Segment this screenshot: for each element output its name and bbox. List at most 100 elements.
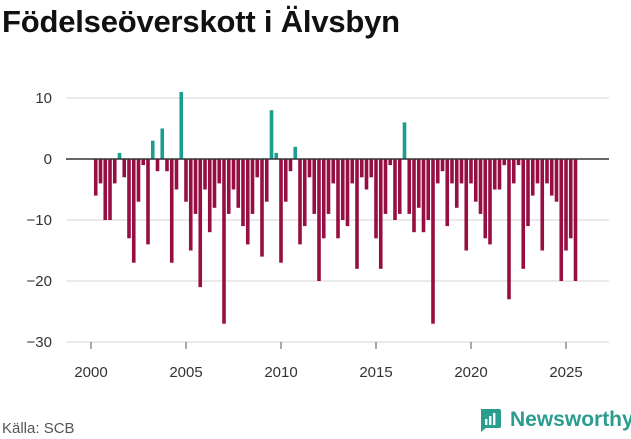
bar — [255, 159, 260, 178]
bar-chart: 10 0 −10 −20 −30 2000 2005 2010 2015 2020 2025 — [27, 90, 609, 381]
bar — [397, 159, 402, 214]
x-tick-label: 2025 — [549, 364, 582, 381]
bar — [402, 122, 407, 159]
bar — [155, 159, 160, 172]
bar — [165, 159, 169, 172]
bar — [507, 159, 511, 300]
bar — [568, 159, 573, 239]
chart-title: Födelseöverskott i Älvsbyn — [2, 4, 400, 39]
bar — [312, 159, 317, 214]
brand-name: Newsworthy — [510, 408, 631, 431]
bar — [179, 91, 184, 159]
bar — [426, 159, 431, 220]
bars — [93, 91, 578, 324]
bar — [127, 159, 131, 239]
bar — [236, 159, 241, 208]
bar — [136, 159, 141, 202]
bar — [103, 159, 108, 220]
x-axis: 2000 2005 2010 2015 2020 2025 — [74, 342, 583, 381]
bar — [336, 159, 340, 239]
bar — [369, 159, 374, 178]
y-tick-label: −30 — [27, 334, 52, 351]
bar — [264, 159, 269, 202]
x-tick-label: 2015 — [359, 364, 392, 381]
bar — [383, 159, 388, 214]
bar — [260, 159, 264, 257]
bar — [340, 159, 345, 220]
bar — [241, 159, 245, 227]
bar — [440, 159, 445, 172]
bar — [540, 159, 545, 251]
bar — [535, 159, 540, 184]
bar — [231, 159, 236, 190]
bar — [511, 159, 516, 184]
bar — [407, 159, 412, 214]
newsworthy-logo[interactable]: Newsworthy — [477, 407, 631, 433]
bar — [464, 159, 469, 251]
bar — [212, 159, 217, 208]
bar — [122, 159, 127, 178]
bar — [459, 159, 464, 184]
bar — [160, 128, 165, 159]
bar — [530, 159, 535, 196]
bar — [473, 159, 478, 202]
bar — [388, 159, 393, 166]
bar — [497, 159, 502, 190]
y-tick-label: −20 — [27, 273, 52, 290]
bar — [521, 159, 526, 269]
newsworthy-icon — [481, 409, 501, 432]
bar — [393, 159, 397, 220]
bar — [283, 159, 288, 202]
bar — [321, 159, 326, 239]
bar — [131, 159, 136, 263]
bar — [431, 159, 435, 324]
bar — [412, 159, 416, 233]
bar — [288, 159, 293, 172]
bar — [331, 159, 336, 184]
bar — [198, 159, 203, 288]
bar — [374, 159, 378, 239]
bar — [226, 159, 231, 214]
bar — [359, 159, 364, 178]
bar — [350, 159, 355, 184]
bar — [279, 159, 283, 263]
bar — [217, 159, 222, 184]
bar — [454, 159, 459, 208]
bar — [549, 159, 554, 196]
bar — [326, 159, 331, 214]
bar — [269, 110, 274, 159]
x-tick-label: 2000 — [74, 364, 107, 381]
bar — [108, 159, 112, 220]
bar — [364, 159, 369, 190]
y-tick-label: 0 — [44, 151, 52, 168]
bar — [193, 159, 198, 214]
bar — [307, 159, 312, 178]
bar — [469, 159, 473, 184]
bar — [450, 159, 454, 184]
bar — [146, 159, 150, 245]
y-axis: 10 0 −10 −20 −30 — [27, 90, 52, 351]
bar — [302, 159, 307, 227]
source-note: Källa: SCB — [2, 420, 75, 437]
bar — [421, 159, 426, 233]
bar — [188, 159, 193, 251]
bar — [573, 159, 578, 281]
bar — [169, 159, 174, 263]
bar — [516, 159, 521, 166]
bar — [445, 159, 450, 227]
bar — [355, 159, 359, 269]
bar — [117, 152, 122, 159]
bar — [483, 159, 488, 239]
bar — [174, 159, 179, 190]
bar — [184, 159, 188, 202]
x-tick-label: 2005 — [169, 364, 202, 381]
bar — [317, 159, 321, 281]
bar — [564, 159, 568, 251]
bar — [554, 159, 559, 202]
bar — [207, 159, 212, 233]
bar — [298, 159, 302, 245]
bar — [222, 159, 226, 324]
bar — [293, 146, 298, 159]
bar — [345, 159, 350, 227]
bar — [559, 159, 564, 281]
